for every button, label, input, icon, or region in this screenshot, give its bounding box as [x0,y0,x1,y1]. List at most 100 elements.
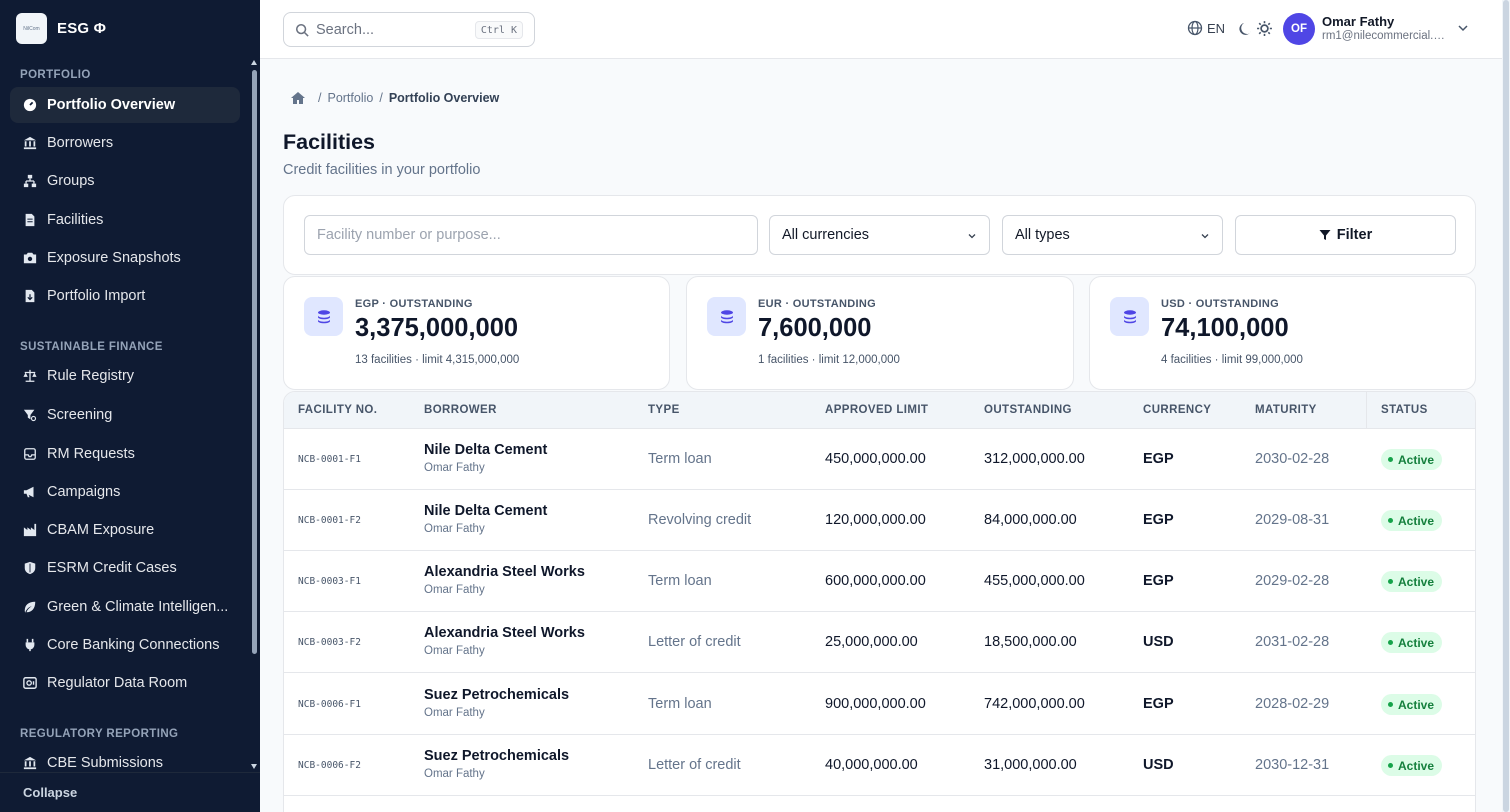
approved-limit: 450,000,000.00 [825,451,926,467]
language-switcher[interactable]: EN [1187,20,1225,36]
table-row[interactable]: NCB-0003-F2 Alexandria Steel Works Omar … [284,612,1475,673]
sidebar-item-rm-requests[interactable]: RM Requests [10,436,240,472]
facility-type: Term loan [648,696,712,712]
megaphone-icon [23,485,37,499]
sidebar-scrollbar[interactable] [251,60,258,772]
sidebar-item-label: CBE Submissions [47,755,164,771]
facility-number[interactable]: NCB-0006-F1 [298,699,361,710]
table-row[interactable]: NCB-0001-F2 Nile Delta Cement Omar Fathy… [284,490,1475,551]
search-shortcut: Ctrl K [474,21,523,39]
sidebar-item-core-banking[interactable]: Core Banking Connections [10,627,240,663]
facility-number[interactable]: NCB-0003-F1 [298,576,361,587]
relationship-manager: Omar Fathy [424,707,485,719]
table-row[interactable]: NCB-0003-F1 Alexandria Steel Works Omar … [284,551,1475,612]
sidebar-item-portfolio-import[interactable]: Portfolio Import [10,278,240,314]
sidebar-item-cbe-submissions[interactable]: CBE Submissions [10,745,240,772]
scrollbar-thumb[interactable] [1503,0,1509,812]
sidebar-item-label: Core Banking Connections [47,637,220,653]
sidebar-item-rule-registry[interactable]: Rule Registry [10,358,240,394]
borrower-name[interactable]: Nile Delta Cement [424,503,548,519]
facility-type: Letter of credit [648,634,741,650]
borrower-name[interactable]: Suez Petrochemicals [424,687,570,703]
stat-detail: 1 facilities · limit 12,000,000 [758,354,900,366]
scrollbar-thumb[interactable] [252,70,257,654]
sidebar-item-regulator-data-room[interactable]: Regulator Data Room [10,665,240,701]
brand[interactable]: NilCom ESG Φ [16,13,106,44]
avatar[interactable]: OF [1283,13,1315,45]
sidebar-item-label: Portfolio Overview [47,97,176,113]
sidebar-item-cbam-exposure[interactable]: CBAM Exposure [10,512,240,548]
type-select-value: All types [1015,227,1070,243]
column-header-borrower[interactable]: BORROWER [424,404,497,416]
sidebar-item-screening[interactable]: Screening [10,397,240,433]
borrower-name[interactable]: Alexandria Steel Works [424,564,585,580]
status-dot-icon [1388,579,1393,584]
type-select[interactable]: All types [1002,215,1223,255]
table-row[interactable]: NCB-0001-F1 Nile Delta Cement Omar Fathy… [284,429,1475,490]
borrower-name[interactable]: Alexandria Steel Works [424,625,585,641]
facility-number[interactable]: NCB-0006-F2 [298,760,361,771]
scroll-up-arrow-icon[interactable] [251,60,257,65]
status-badge: Active [1381,632,1443,653]
sidebar-item-borrowers[interactable]: Borrowers [10,125,240,161]
globe-icon [1187,20,1203,36]
stat-label: EGP · OUTSTANDING [355,298,473,310]
page-scrollbar[interactable] [1502,0,1510,812]
stat-card-egp: EGP · OUTSTANDING 3,375,000,000 13 facil… [283,276,670,390]
table-row[interactable]: NCB-0006-F1 Suez Petrochemicals Omar Fat… [284,674,1475,735]
collapse-button[interactable]: Collapse [23,785,78,800]
status-badge: Active [1381,510,1443,531]
column-header-outstanding[interactable]: OUTSTANDING [984,404,1072,416]
inbox-icon [23,447,37,461]
status-badge: Active [1381,755,1443,776]
coins-icon [707,297,746,336]
borrower-name[interactable]: Nile Delta Cement [424,442,548,458]
home-icon[interactable] [290,90,306,106]
breadcrumb-link[interactable]: Portfolio [327,91,374,105]
sidebar-item-esrm-credit-cases[interactable]: ESRM Credit Cases [10,550,240,586]
breadcrumb: / Portfolio / Portfolio Overview [290,90,499,106]
relationship-manager: Omar Fathy [424,584,485,596]
facility-number[interactable]: NCB-0001-F2 [298,515,361,526]
sidebar-footer: Collapse [0,772,260,812]
facility-search-input[interactable]: Facility number or purpose... [304,215,758,255]
column-header-status[interactable]: STATUS [1381,404,1428,416]
sidebar-item-label: CBAM Exposure [47,522,155,538]
approved-limit: 120,000,000.00 [825,512,926,528]
column-header-type[interactable]: TYPE [648,404,680,416]
borrower-name[interactable]: Suez Petrochemicals [424,748,570,764]
sidebar-item-groups[interactable]: Groups [10,163,240,199]
chevron-down-icon[interactable] [1457,22,1469,34]
sidebar-item-green-climate[interactable]: Green & Climate Intelligen... [10,589,240,625]
approved-limit: 900,000,000.00 [825,696,926,712]
file-import-icon [23,289,37,303]
currency: EGP [1143,573,1174,589]
stat-detail: 4 facilities · limit 99,000,000 [1161,354,1303,366]
facility-number[interactable]: NCB-0003-F2 [298,637,361,648]
maturity-date: 2030-02-28 [1255,451,1330,467]
column-header-approved-limit[interactable]: APPROVED LIMIT [825,404,929,416]
facility-type: Term loan [648,451,712,467]
scroll-down-arrow-icon[interactable] [251,764,257,769]
moon-icon[interactable] [1237,21,1253,37]
stat-label: EUR · OUTSTANDING [758,298,876,310]
currency-select[interactable]: All currencies [769,215,990,255]
sun-icon[interactable] [1256,20,1273,37]
currency: EGP [1143,512,1174,528]
column-header-maturity[interactable]: MATURITY [1255,404,1317,416]
status-dot-icon [1388,640,1393,645]
currency-select-value: All currencies [782,227,870,243]
currency: EGP [1143,451,1174,467]
column-header-currency[interactable]: CURRENCY [1143,404,1212,416]
facility-number[interactable]: NCB-0001-F1 [298,454,361,465]
column-header-facility[interactable]: FACILITY NO. [298,404,378,416]
sidebar-item-campaigns[interactable]: Campaigns [10,474,240,510]
chevron-down-icon [1201,234,1209,239]
sidebar-item-exposure-snapshots[interactable]: Exposure Snapshots [10,240,240,276]
filter-button[interactable]: Filter [1235,215,1456,255]
currency: USD [1143,757,1174,773]
table-row[interactable]: NCB-0006-F2 Suez Petrochemicals Omar Fat… [284,735,1475,796]
sidebar-item-portfolio-overview[interactable]: Portfolio Overview [10,87,240,123]
global-search-input[interactable]: Search... Ctrl K [283,12,535,47]
sidebar-item-facilities[interactable]: Facilities [10,202,240,238]
